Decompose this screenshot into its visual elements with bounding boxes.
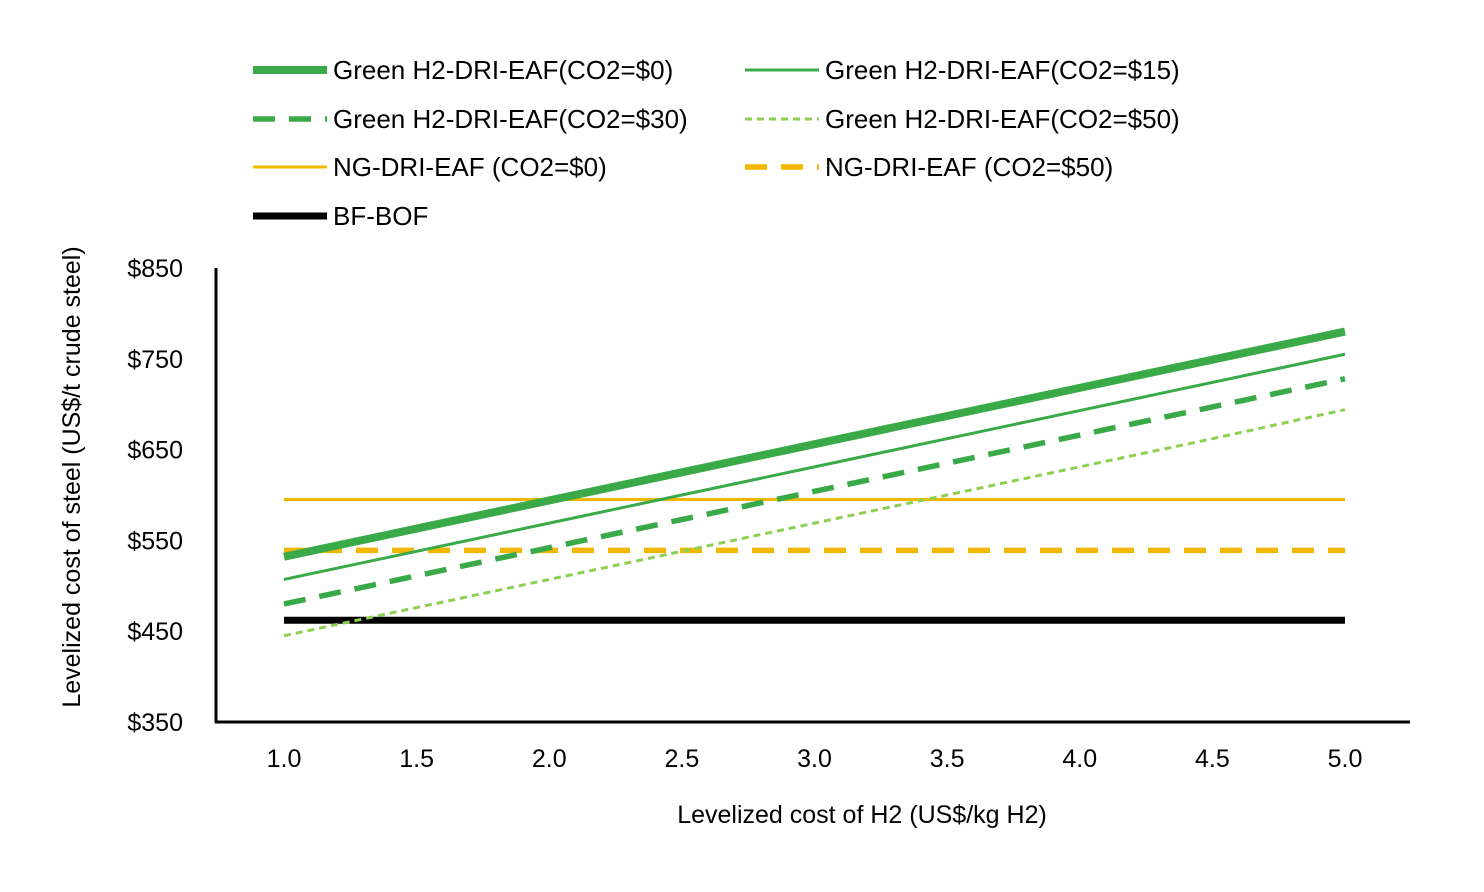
y-tick-label: $450 (127, 618, 183, 646)
legend-item: NG-DRI-EAF (CO2=$0) (253, 152, 607, 182)
y-tick-label: $750 (127, 346, 183, 374)
legend-item: Green H2-DRI-EAF(CO2=$15) (745, 55, 1180, 85)
series-line (283, 376, 1346, 607)
x-tick-label: 2.5 (664, 745, 699, 773)
x-tick-label: 3.0 (797, 745, 832, 773)
x-tick-label: 1.0 (267, 745, 302, 773)
x-tick-label: 3.5 (930, 745, 965, 773)
plot-lines (283, 327, 1346, 638)
x-tick-label: 4.0 (1062, 745, 1097, 773)
x-tick-label: 4.5 (1195, 745, 1230, 773)
x-tick-label: 2.0 (532, 745, 567, 773)
y-tick-label: $550 (127, 527, 183, 555)
legend-label: Green H2-DRI-EAF(CO2=$15) (825, 55, 1180, 85)
y-tick-label: $650 (127, 437, 183, 465)
x-tick-labels: 1.0 1.5 2.0 2.5 3.0 3.5 4.0 4.5 5.0 (267, 745, 1363, 773)
legend-item: Green H2-DRI-EAF(CO2=$30) (253, 104, 688, 134)
y-tick-label: $350 (127, 709, 183, 737)
legend-item: NG-DRI-EAF (CO2=$50) (745, 152, 1113, 182)
legend-label: Green H2-DRI-EAF(CO2=$30) (333, 104, 688, 134)
series-line (283, 327, 1346, 561)
legend-item: Green H2-DRI-EAF(CO2=$0) (253, 55, 673, 85)
legend-label: Green H2-DRI-EAF(CO2=$0) (333, 55, 673, 85)
legend-label: NG-DRI-EAF (CO2=$0) (333, 152, 607, 182)
y-axis-title: Levelized cost of steel (US$/t crude ste… (58, 246, 86, 707)
y-tick-labels: $350 $450 $550 $650 $750 $850 (127, 255, 183, 737)
legend: Green H2-DRI-EAF(CO2=$0) Green H2-DRI-EAF… (253, 55, 1180, 231)
legend-label: BF-BOF (333, 201, 428, 231)
legend-label: Green H2-DRI-EAF(CO2=$50) (825, 104, 1180, 134)
x-axis-title: Levelized cost of H2 (US$/kg H2) (677, 801, 1047, 829)
series-line (283, 408, 1346, 638)
x-tick-label: 1.5 (399, 745, 434, 773)
axes (214, 268, 1410, 724)
y-tick-label: $850 (127, 255, 183, 283)
legend-label: NG-DRI-EAF (CO2=$50) (825, 152, 1113, 182)
legend-item: Green H2-DRI-EAF(CO2=$50) (745, 104, 1180, 134)
x-tick-label: 5.0 (1328, 745, 1363, 773)
legend-item: BF-BOF (253, 201, 428, 231)
series-line (283, 352, 1346, 581)
